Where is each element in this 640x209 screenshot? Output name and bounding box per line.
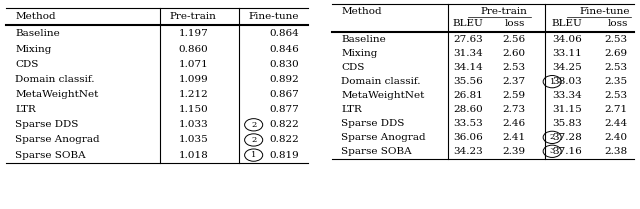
Text: 0.830: 0.830 <box>269 60 299 69</box>
Text: 0.892: 0.892 <box>269 75 299 84</box>
Text: 1.035: 1.035 <box>179 135 208 144</box>
Text: 33.34: 33.34 <box>552 91 582 100</box>
Text: 31.15: 31.15 <box>552 105 582 114</box>
Text: 36.06: 36.06 <box>453 133 483 142</box>
Text: Sparse SOBA: Sparse SOBA <box>15 151 86 160</box>
Text: 0.864: 0.864 <box>269 29 299 38</box>
Text: 35.83: 35.83 <box>552 119 582 128</box>
Text: 2.56: 2.56 <box>502 35 525 44</box>
Text: 2: 2 <box>251 136 256 144</box>
Text: loss: loss <box>607 19 628 28</box>
Text: Fine-tune: Fine-tune <box>580 7 630 16</box>
Text: LTR: LTR <box>15 105 36 114</box>
Text: Sparse Anograd: Sparse Anograd <box>341 133 426 142</box>
Text: 2.59: 2.59 <box>502 91 525 100</box>
Text: 35.56: 35.56 <box>453 77 483 86</box>
Text: 0.846: 0.846 <box>269 45 299 54</box>
Text: BLEU: BLEU <box>452 19 483 28</box>
Text: 0.819: 0.819 <box>269 151 299 160</box>
Text: 2.46: 2.46 <box>502 119 525 128</box>
Text: CDS: CDS <box>341 63 365 72</box>
Text: 37.28: 37.28 <box>552 133 582 142</box>
Text: 2.60: 2.60 <box>502 49 525 58</box>
Text: Domain classif.: Domain classif. <box>341 77 420 86</box>
Text: 34.23: 34.23 <box>453 147 483 156</box>
Text: 28.60: 28.60 <box>453 105 483 114</box>
Text: 0.860: 0.860 <box>179 45 208 54</box>
Text: Method: Method <box>15 12 56 21</box>
Text: 38.03: 38.03 <box>552 77 582 86</box>
Text: 26.81: 26.81 <box>453 91 483 100</box>
Text: 0.822: 0.822 <box>269 120 299 129</box>
Text: 2.53: 2.53 <box>502 63 525 72</box>
Text: Fine-tune: Fine-tune <box>248 12 299 21</box>
Text: Sparse DDS: Sparse DDS <box>15 120 79 129</box>
Text: 2.40: 2.40 <box>604 133 628 142</box>
Text: 1.033: 1.033 <box>179 120 208 129</box>
Text: 0.867: 0.867 <box>269 90 299 99</box>
Text: CDS: CDS <box>15 60 39 69</box>
Text: 1.150: 1.150 <box>179 105 208 114</box>
Text: BLEU: BLEU <box>552 19 582 28</box>
Text: Domain classif.: Domain classif. <box>15 75 95 84</box>
Text: 1: 1 <box>251 151 257 159</box>
Text: 1.071: 1.071 <box>179 60 208 69</box>
Text: 0.877: 0.877 <box>269 105 299 114</box>
Text: 2.73: 2.73 <box>502 105 525 114</box>
Text: Mixing: Mixing <box>341 49 378 58</box>
Text: 34.06: 34.06 <box>552 35 582 44</box>
Text: 1.212: 1.212 <box>179 90 208 99</box>
Text: 2.53: 2.53 <box>604 35 628 44</box>
Text: Pre-train: Pre-train <box>170 12 217 21</box>
Text: 37.16: 37.16 <box>552 147 582 156</box>
Text: 27.63: 27.63 <box>453 35 483 44</box>
Text: 2.39: 2.39 <box>502 147 525 156</box>
Text: 2.37: 2.37 <box>502 77 525 86</box>
Text: 0.822: 0.822 <box>269 135 299 144</box>
Text: MetaWeightNet: MetaWeightNet <box>341 91 424 100</box>
Text: 2.38: 2.38 <box>604 147 628 156</box>
Text: 34.14: 34.14 <box>453 63 483 72</box>
Text: 1.197: 1.197 <box>179 29 208 38</box>
Text: 2.71: 2.71 <box>604 105 628 114</box>
Text: 33.53: 33.53 <box>453 119 483 128</box>
Text: 1.018: 1.018 <box>179 151 208 160</box>
Text: Sparse SOBA: Sparse SOBA <box>341 147 412 156</box>
Text: 2.41: 2.41 <box>502 133 525 142</box>
Text: 2: 2 <box>550 133 555 141</box>
Text: Baseline: Baseline <box>15 29 60 38</box>
Text: Baseline: Baseline <box>341 35 386 44</box>
Text: 33.11: 33.11 <box>552 49 582 58</box>
Text: MetaWeightNet: MetaWeightNet <box>15 90 99 99</box>
Text: 2.44: 2.44 <box>604 119 628 128</box>
Text: 34.25: 34.25 <box>552 63 582 72</box>
Text: 2.53: 2.53 <box>604 63 628 72</box>
Text: loss: loss <box>505 19 525 28</box>
Text: Sparse Anograd: Sparse Anograd <box>15 135 100 144</box>
Text: 1.099: 1.099 <box>179 75 208 84</box>
Text: LTR: LTR <box>341 105 362 114</box>
Text: 2.35: 2.35 <box>604 77 628 86</box>
Text: Method: Method <box>341 7 381 16</box>
Text: Pre-train: Pre-train <box>481 7 527 16</box>
Text: Sparse DDS: Sparse DDS <box>341 119 404 128</box>
Text: 3: 3 <box>550 147 555 155</box>
Text: 31.34: 31.34 <box>453 49 483 58</box>
Text: 2: 2 <box>251 121 256 129</box>
Text: 1: 1 <box>550 78 555 86</box>
Text: Mixing: Mixing <box>15 45 52 54</box>
Text: 2.53: 2.53 <box>604 91 628 100</box>
Text: 2.69: 2.69 <box>604 49 628 58</box>
